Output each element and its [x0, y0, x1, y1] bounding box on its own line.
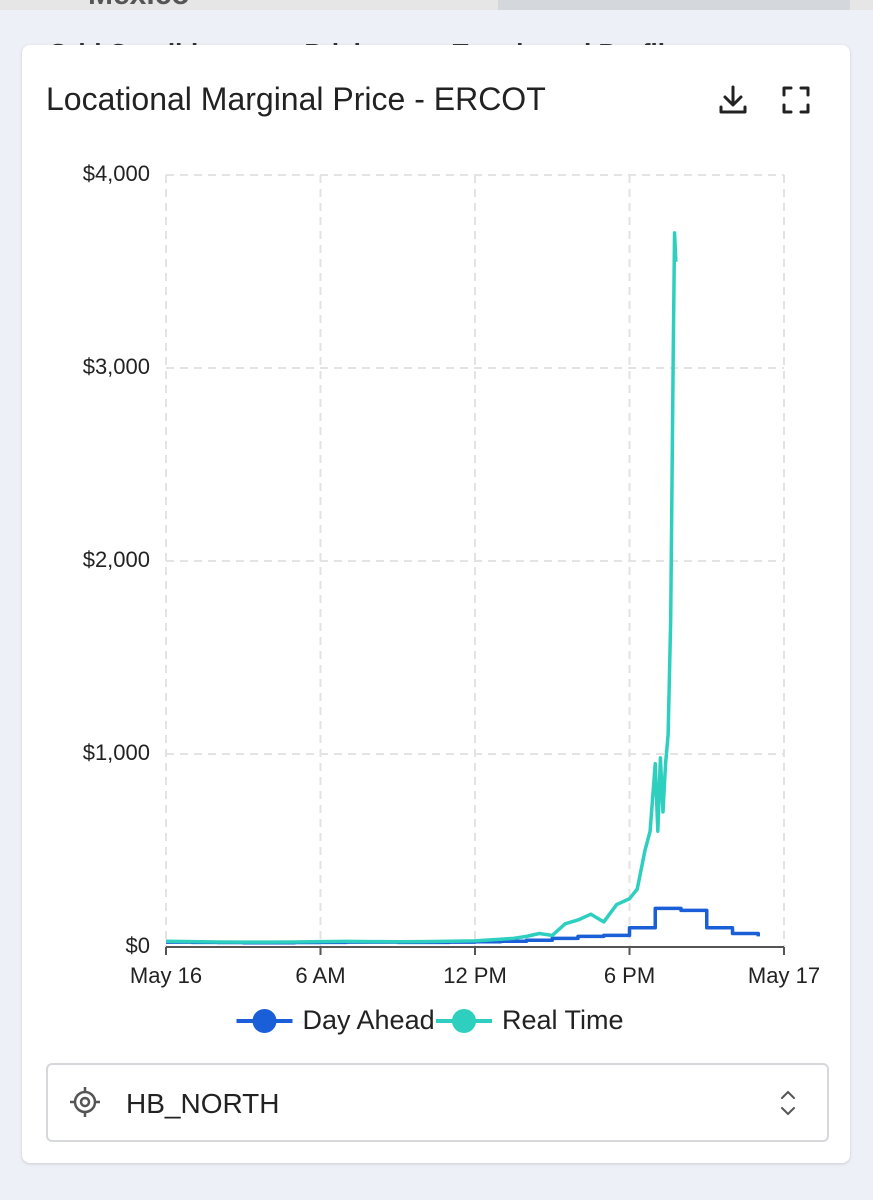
legend-label: Day Ahead [303, 1005, 435, 1035]
card-title: Locational Marginal Price - ERCOT [46, 81, 546, 117]
x-tick-label: 12 PM [443, 963, 507, 988]
y-tick-label: $0 [126, 933, 150, 958]
selector-value: HB_NORTH [126, 1088, 280, 1119]
legend-label: Real Time [502, 1005, 624, 1035]
card: Locational Marginal Price - ERCOT HB_NOR… [22, 45, 850, 1163]
fullscreen-icon[interactable] [779, 83, 813, 117]
download-icon[interactable] [716, 83, 750, 117]
x-tick-label: 6 AM [295, 963, 345, 988]
x-tick-label: May 17 [748, 963, 820, 988]
map-label: Mexico [88, 0, 190, 10]
y-tick-label: $4,000 [83, 161, 150, 186]
x-tick-label: 6 PM [604, 963, 655, 988]
line-series [166, 906, 760, 945]
y-tick-label: $1,000 [83, 740, 150, 765]
target-icon [70, 1087, 100, 1117]
y-tick-label: $2,000 [83, 547, 150, 572]
chart: $0 $1,000 $2,000 $3,000 $4,000 May 16 6 AM 12 P… [83, 161, 820, 1035]
x-tick-label: May 16 [130, 963, 202, 988]
chevron-icon [781, 1090, 795, 1116]
legend-marker [252, 1009, 277, 1033]
y-tick-label: $3,000 [83, 354, 150, 379]
legend-marker [452, 1009, 476, 1033]
line-series [165, 231, 678, 944]
selector[interactable]: HB_NORTH [46, 1063, 829, 1142]
map-panel [498, 0, 850, 10]
map-strip: Mexico [0, 0, 873, 10]
